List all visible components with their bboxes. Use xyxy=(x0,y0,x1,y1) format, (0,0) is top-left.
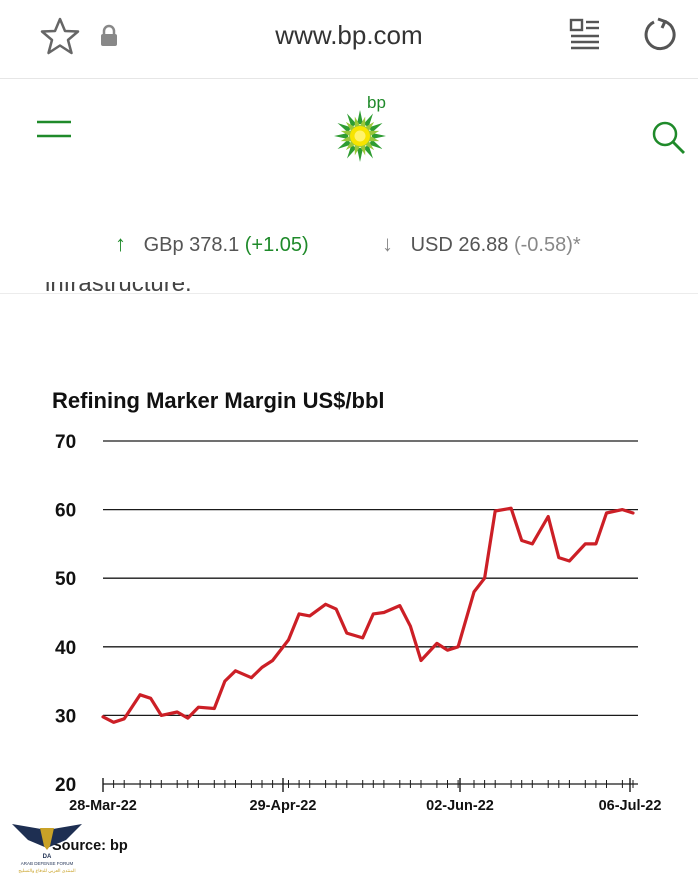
y-tick-label: 40 xyxy=(55,638,76,659)
forum-watermark-logo: DA ARAB DEFENSE FORUM المنتدى العربي للد… xyxy=(12,824,82,874)
menu-icon[interactable] xyxy=(37,120,71,140)
gbp-price: GBp 378.1 xyxy=(143,234,240,256)
search-icon[interactable] xyxy=(651,120,687,156)
y-tick-label: 30 xyxy=(55,706,76,727)
site-header: bp xyxy=(0,79,698,294)
x-tick-label: 29-Apr-22 xyxy=(250,798,317,814)
usd-price-ticker: ↓ USD 26.88 (-0.58)* xyxy=(382,231,581,257)
chart-title: Refining Marker Margin US$/bbl xyxy=(52,388,385,413)
series-line-refining-margin xyxy=(101,506,635,724)
arrow-up-icon: ↑ xyxy=(115,231,126,256)
svg-text:ARAB DEFENSE FORUM: ARAB DEFENSE FORUM xyxy=(21,861,74,866)
y-tick-label: 60 xyxy=(55,501,76,522)
lock-icon xyxy=(101,24,117,46)
article-text-fragment: infrastructure. xyxy=(45,282,192,297)
y-tick-label: 50 xyxy=(55,569,76,590)
usd-change: (-0.58)* xyxy=(513,234,581,256)
share-price-ticker: ↑ GBp 378.1 (+1.05) xyxy=(115,231,309,257)
arrow-down-icon: ↓ xyxy=(382,231,393,256)
logo-text: bp xyxy=(367,93,386,112)
browser-toolbar: www.bp.com xyxy=(0,0,698,79)
y-tick-label: 70 xyxy=(55,432,76,453)
svg-text:المنتدى العربي للدفاع والتسليح: المنتدى العربي للدفاع والتسليح xyxy=(18,868,75,874)
x-tick-label: 02-Jun-22 xyxy=(426,798,494,814)
reader-mode-icon[interactable] xyxy=(569,18,601,50)
bp-logo[interactable]: bp xyxy=(333,93,393,163)
usd-price: USD 26.88 xyxy=(410,234,509,256)
reload-icon[interactable] xyxy=(641,17,677,53)
url-bar[interactable]: www.bp.com xyxy=(275,20,423,50)
x-tick-label: 28-Mar-22 xyxy=(69,798,137,814)
svg-text:DA: DA xyxy=(43,854,52,860)
star-icon[interactable] xyxy=(40,17,80,55)
y-tick-label: 20 xyxy=(55,775,76,796)
x-tick-label: 06-Jul-22 xyxy=(599,798,662,814)
gbp-change: (+1.05) xyxy=(244,234,309,256)
helios-icon xyxy=(334,110,386,162)
